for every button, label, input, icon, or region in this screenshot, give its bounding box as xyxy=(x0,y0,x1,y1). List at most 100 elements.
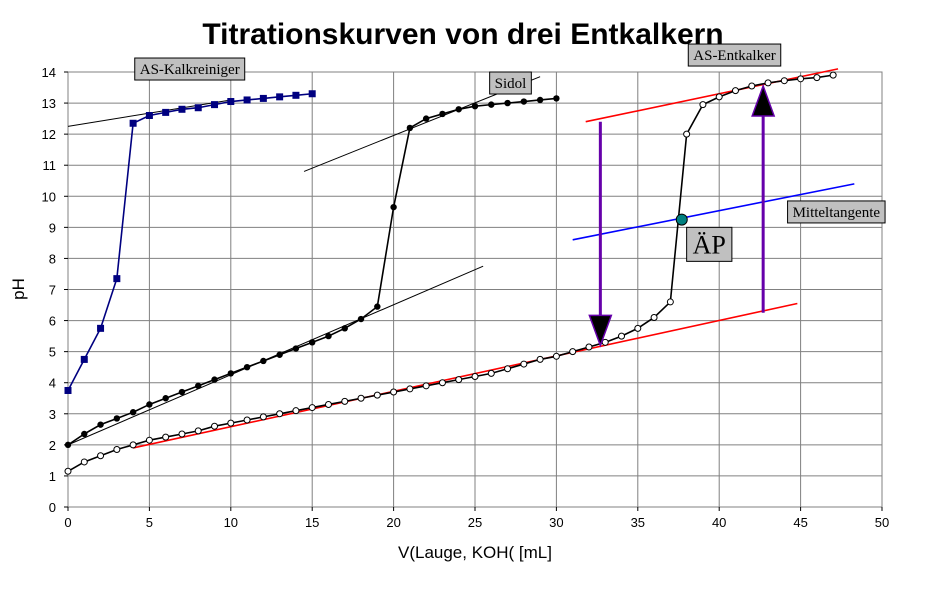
data-point xyxy=(504,99,511,107)
x-tick-label-2: 10 xyxy=(224,515,238,530)
label-aep-text: ÄP xyxy=(693,230,726,259)
data-point xyxy=(162,395,169,402)
label-entkalker-text: AS-Entkalker xyxy=(693,48,775,64)
data-point xyxy=(797,75,805,83)
y-tick-label-2: 2 xyxy=(49,438,56,453)
data-point xyxy=(341,397,349,405)
arrow-up-head xyxy=(751,83,776,117)
label-kalkreiniger-text: AS-Kalkreiniger xyxy=(140,62,240,78)
data-point xyxy=(194,427,202,435)
entkalker-lower-tangent xyxy=(132,302,798,449)
label-entkalker: AS-Entkalker xyxy=(687,43,782,67)
data-point xyxy=(308,90,316,98)
data-point xyxy=(145,112,153,119)
data-point xyxy=(325,332,332,340)
data-point xyxy=(243,363,251,371)
y-tick-label-9: 9 xyxy=(49,220,56,235)
data-point xyxy=(618,332,626,340)
data-point xyxy=(97,421,104,428)
data-point xyxy=(455,106,462,113)
y-tick-label-12: 12 xyxy=(42,127,56,142)
x-tick-label-10: 50 xyxy=(875,515,889,530)
data-point xyxy=(488,101,495,108)
data-point xyxy=(227,419,235,427)
data-point xyxy=(259,94,267,102)
data-point xyxy=(259,413,267,421)
data-point xyxy=(162,433,170,441)
data-point xyxy=(113,446,121,454)
data-point xyxy=(324,400,332,408)
data-point xyxy=(373,391,381,399)
series-as-kalkreiniger xyxy=(64,90,316,394)
data-point xyxy=(162,108,170,116)
data-point xyxy=(113,275,121,283)
data-point xyxy=(650,313,658,321)
label-sidol-box xyxy=(489,71,532,95)
data-point xyxy=(438,379,446,387)
data-point xyxy=(243,96,251,104)
data-point xyxy=(178,105,186,113)
y-tick-label-4: 4 xyxy=(49,376,56,391)
label-mitteltangente-text: Mitteltangente xyxy=(793,205,881,221)
data-point xyxy=(390,388,398,396)
x-tick-label-0: 0 xyxy=(64,515,71,530)
mittel-tangent xyxy=(572,183,855,241)
y-tick-label-11: 11 xyxy=(43,158,57,173)
y-tick-label-14: 14 xyxy=(42,65,56,80)
data-point xyxy=(406,385,414,393)
label-aep: ÄP xyxy=(686,226,733,262)
data-point xyxy=(374,303,381,310)
data-point xyxy=(439,110,446,118)
data-point xyxy=(194,104,202,112)
data-point xyxy=(146,401,153,408)
data-point xyxy=(699,101,707,109)
x-tick-label-4: 20 xyxy=(386,515,400,530)
data-point xyxy=(276,93,284,101)
chart-title: Titrationskurven von drei Entkalkern xyxy=(202,18,723,51)
data-point xyxy=(601,338,609,346)
y-tick-label-6: 6 xyxy=(49,314,56,329)
data-point xyxy=(813,74,821,82)
data-point xyxy=(683,130,691,138)
data-point xyxy=(80,458,88,466)
grid xyxy=(68,72,882,507)
y-tick-label-1: 1 xyxy=(49,469,56,484)
x-tick-label-8: 40 xyxy=(712,515,726,530)
data-point xyxy=(292,345,300,352)
data-point xyxy=(211,376,218,383)
data-point xyxy=(585,343,593,351)
label-aep-box xyxy=(686,226,733,262)
x-tick-label-1: 5 xyxy=(146,515,153,530)
data-point xyxy=(227,98,235,106)
data-point xyxy=(97,452,105,460)
entkalker-upper-tangent xyxy=(585,68,839,123)
data-point xyxy=(64,467,72,475)
data-point xyxy=(260,357,267,365)
x-tick-label-7: 35 xyxy=(631,515,645,530)
data-point xyxy=(341,325,348,332)
data-point xyxy=(276,351,283,358)
series-line-0 xyxy=(67,92,313,391)
data-point xyxy=(553,95,560,102)
data-point xyxy=(536,96,544,104)
y-tick-label-7: 7 xyxy=(49,283,56,298)
y-tick-label-8: 8 xyxy=(49,251,56,266)
data-point xyxy=(634,324,642,332)
annotations: AS-Kalkreiniger Sidol AS-Entkalker Mittelta… xyxy=(134,43,886,262)
data-point xyxy=(780,77,788,85)
data-point xyxy=(520,98,528,105)
data-point xyxy=(748,82,756,90)
y-tick-label-5: 5 xyxy=(49,345,56,360)
data-point xyxy=(520,360,528,368)
data-point xyxy=(195,382,202,390)
y-tick-label-13: 13 xyxy=(42,96,56,111)
data-point xyxy=(97,324,105,332)
data-point xyxy=(764,79,772,87)
label-sidol: Sidol xyxy=(489,71,532,95)
equivalence-point-marker xyxy=(675,213,688,226)
y-tick-label-3: 3 xyxy=(49,407,56,422)
data-point xyxy=(455,376,463,384)
data-point xyxy=(731,87,739,95)
